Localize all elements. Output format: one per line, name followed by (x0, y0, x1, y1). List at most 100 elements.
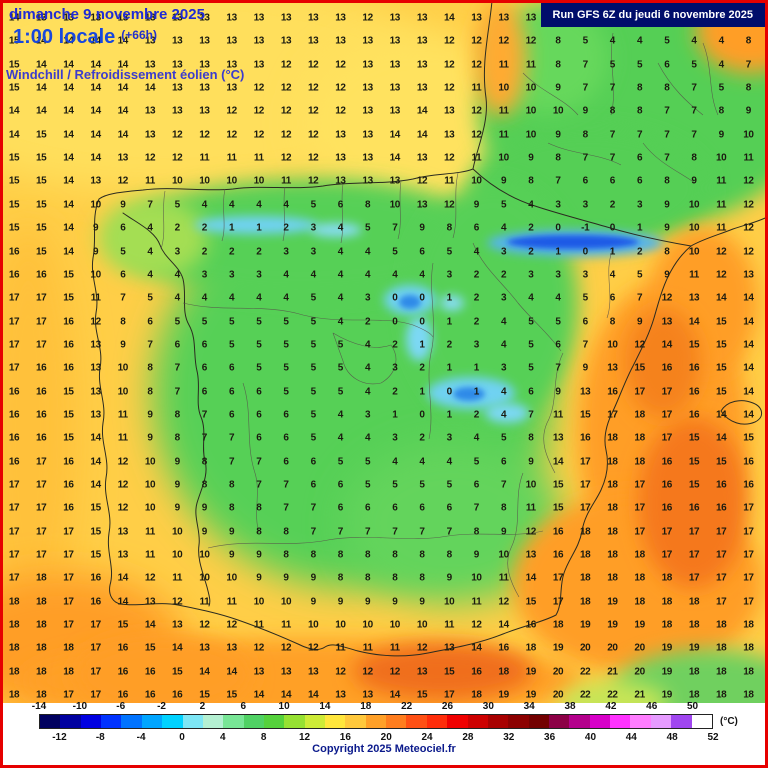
grid-value: 15 (63, 269, 74, 281)
grid-value: 14 (117, 105, 129, 117)
grid-value: 7 (691, 105, 697, 117)
grid-value: 14 (743, 316, 754, 328)
grid-value: 7 (473, 502, 480, 514)
grid-value: 5 (310, 292, 317, 304)
grid-value: 17 (661, 409, 673, 421)
grid-value: 4 (555, 292, 561, 304)
grid-value: 7 (691, 129, 697, 141)
grid-value: 14 (63, 222, 74, 234)
grid-value: 8 (637, 105, 643, 117)
grid-value: 10 (144, 502, 156, 514)
colorbar-label: 50 (687, 701, 699, 712)
grid-value: 17 (90, 642, 101, 654)
grid-value: 18 (580, 572, 591, 584)
grid-value: 13 (90, 386, 101, 398)
grid-value: 6 (528, 386, 534, 398)
grid-value: 7 (174, 362, 181, 374)
colorbar-label: 32 (503, 732, 515, 743)
grid-value: 9 (174, 502, 181, 514)
grid-value: 16 (661, 502, 673, 514)
grid-value: 6 (582, 175, 589, 187)
grid-value: 8 (419, 572, 425, 584)
grid-value: 17 (63, 572, 74, 584)
grid-value: 14 (36, 105, 47, 117)
colorbar-segment (650, 715, 672, 728)
grid-value: 18 (525, 642, 537, 654)
grid-value: 7 (582, 59, 589, 71)
colorbar-segment (426, 715, 448, 728)
colorbar-segment (345, 715, 366, 728)
grid-value: 7 (501, 479, 507, 491)
colorbar-label: 6 (240, 701, 247, 712)
grid-value: 14 (36, 35, 47, 47)
grid-value: 13 (444, 642, 455, 654)
grid-value: 16 (172, 689, 183, 701)
colorbar-segment (243, 715, 264, 728)
grid-value: 16 (552, 526, 564, 538)
grid-value: 16 (743, 479, 754, 491)
grid-value: 9 (365, 596, 371, 608)
colorbar-segment (447, 715, 468, 728)
grid-value: 14 (743, 339, 754, 351)
grid-value: 12 (308, 59, 319, 71)
grid-value: 18 (716, 666, 727, 678)
grid-value: 14 (63, 105, 74, 117)
grid-value: 19 (525, 666, 537, 678)
grid-value: 5 (283, 362, 289, 374)
grid-value: 5 (637, 269, 643, 281)
grid-value: 4 (174, 269, 181, 281)
grid-value: 10 (416, 619, 428, 631)
grid-value: 13 (90, 12, 101, 24)
grid-value: 4 (691, 35, 697, 47)
grid-value: 16 (8, 269, 20, 281)
grid-value: 8 (446, 222, 453, 234)
grid-value: 19 (498, 689, 509, 701)
grid-value: 13 (362, 689, 373, 701)
grid-value: 7 (174, 386, 181, 398)
grid-value: 5 (609, 59, 616, 71)
grid-value: 12 (362, 12, 373, 24)
grid-value: 8 (365, 572, 371, 584)
colorbar-segment (487, 715, 509, 728)
grid-value: 17 (90, 619, 101, 631)
grid-value: 17 (716, 526, 727, 538)
grid-value: 18 (743, 619, 754, 631)
grid-value: 18 (743, 666, 754, 678)
grid-value: 2 (256, 246, 262, 257)
grid-value: 14 (253, 689, 265, 701)
grid-value: 15 (63, 409, 74, 421)
grid-value: 0 (419, 409, 425, 421)
grid-value: 6 (147, 316, 153, 328)
grid-value: 6 (174, 339, 181, 351)
model-run-label: Run GFS 6Z du jeudi 6 novembre 2025 (540, 3, 765, 27)
grid-value: 0 (419, 292, 425, 304)
grid-value: 13 (743, 269, 754, 281)
grid-value: 15 (688, 432, 700, 444)
grid-value: 5 (419, 479, 425, 491)
grid-value: 12 (172, 152, 183, 164)
grid-value: 7 (365, 526, 371, 538)
grid-value: 18 (634, 409, 645, 421)
colorbar-segment (80, 715, 102, 728)
colorbar-segment (223, 715, 244, 728)
grid-value: 8 (283, 526, 289, 538)
grid-value: 14 (8, 12, 20, 24)
grid-value: 18 (688, 619, 700, 631)
grid-value: 7 (582, 339, 589, 351)
grid-value: 15 (716, 316, 727, 328)
grid-value: 4 (501, 339, 507, 351)
colorbar-label: 46 (646, 701, 658, 712)
grid-value: 4 (501, 409, 507, 421)
grid-value: 9 (473, 199, 480, 211)
colorbar-label: 8 (260, 732, 267, 743)
grid-value: 18 (8, 619, 20, 631)
grid-value: 16 (8, 456, 20, 468)
grid-value: 13 (253, 12, 265, 24)
grid-value: 5 (310, 199, 317, 211)
grid-value: 11 (389, 642, 400, 654)
grid-value: 8 (174, 432, 181, 444)
colorbar-bottom-labels: -12 -8 -4 0 4 8 12 16 20 24 28 32 36 40 44 48 52 (3, 732, 765, 743)
grid-value: 2 (473, 292, 480, 304)
grid-value: 8 (201, 479, 208, 491)
grid-value: 21 (607, 666, 618, 678)
